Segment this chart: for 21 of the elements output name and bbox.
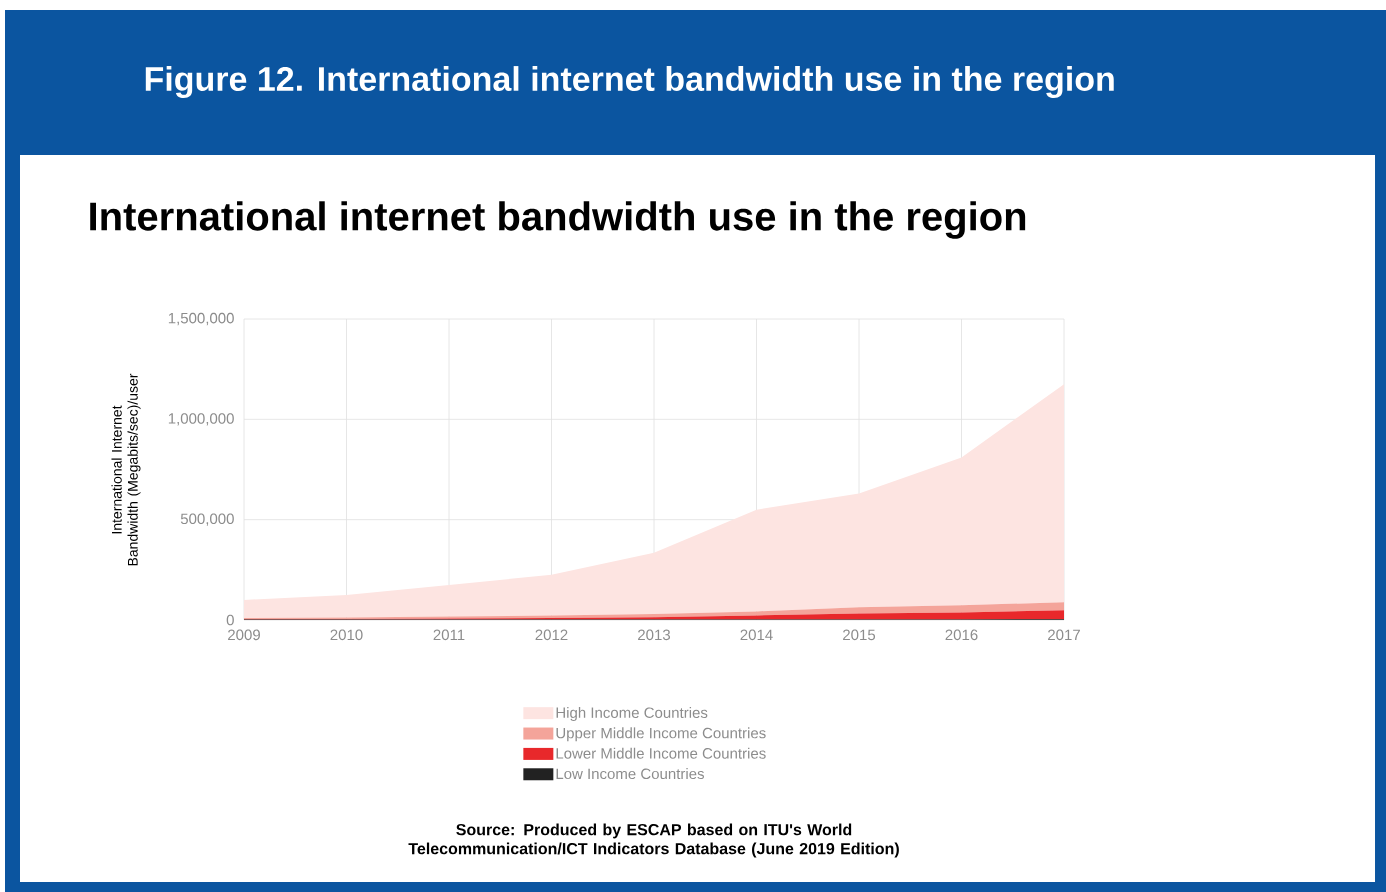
x-tick-label: 2016 <box>945 629 978 641</box>
y-tick-label: 1,500,000 <box>168 312 234 326</box>
chart-subtitle: International internet bandwidth use in the region <box>90 201 1026 239</box>
x-tick-label: 2014 <box>740 629 773 641</box>
legend-label: High Income Countries <box>556 706 708 721</box>
x-tick-label: 2017 <box>1048 629 1080 641</box>
legend-label: Upper Middle Income Countries <box>556 727 766 742</box>
chart-title: Figure 12. International internet bandwidth use in the region <box>145 66 1114 98</box>
legend-label: Lower Middle Income Countries <box>556 747 766 759</box>
legend-label: Low Income Countries <box>556 768 704 780</box>
source-note: Source: Produced by ESCAP based on ITU's World Telecommunication/ICT Indicators Database (June 2019 Edition) <box>408 823 899 858</box>
x-tick-label: 2011 <box>433 629 465 641</box>
y-tick-label: 1,000,000 <box>168 413 234 426</box>
y-tick-label: 500,000 <box>180 513 234 526</box>
x-tick-label: 2009 <box>228 629 260 641</box>
y-axis-title: International Internet Bandwidth (Megabits/sec)/user <box>111 373 141 566</box>
x-tick-label: 2012 <box>535 629 568 641</box>
x-tick-label: 2010 <box>330 629 363 641</box>
x-tick-label: 2015 <box>843 629 876 641</box>
x-tick-label: 2013 <box>638 629 671 641</box>
y-tick-label: 0 <box>226 614 234 626</box>
